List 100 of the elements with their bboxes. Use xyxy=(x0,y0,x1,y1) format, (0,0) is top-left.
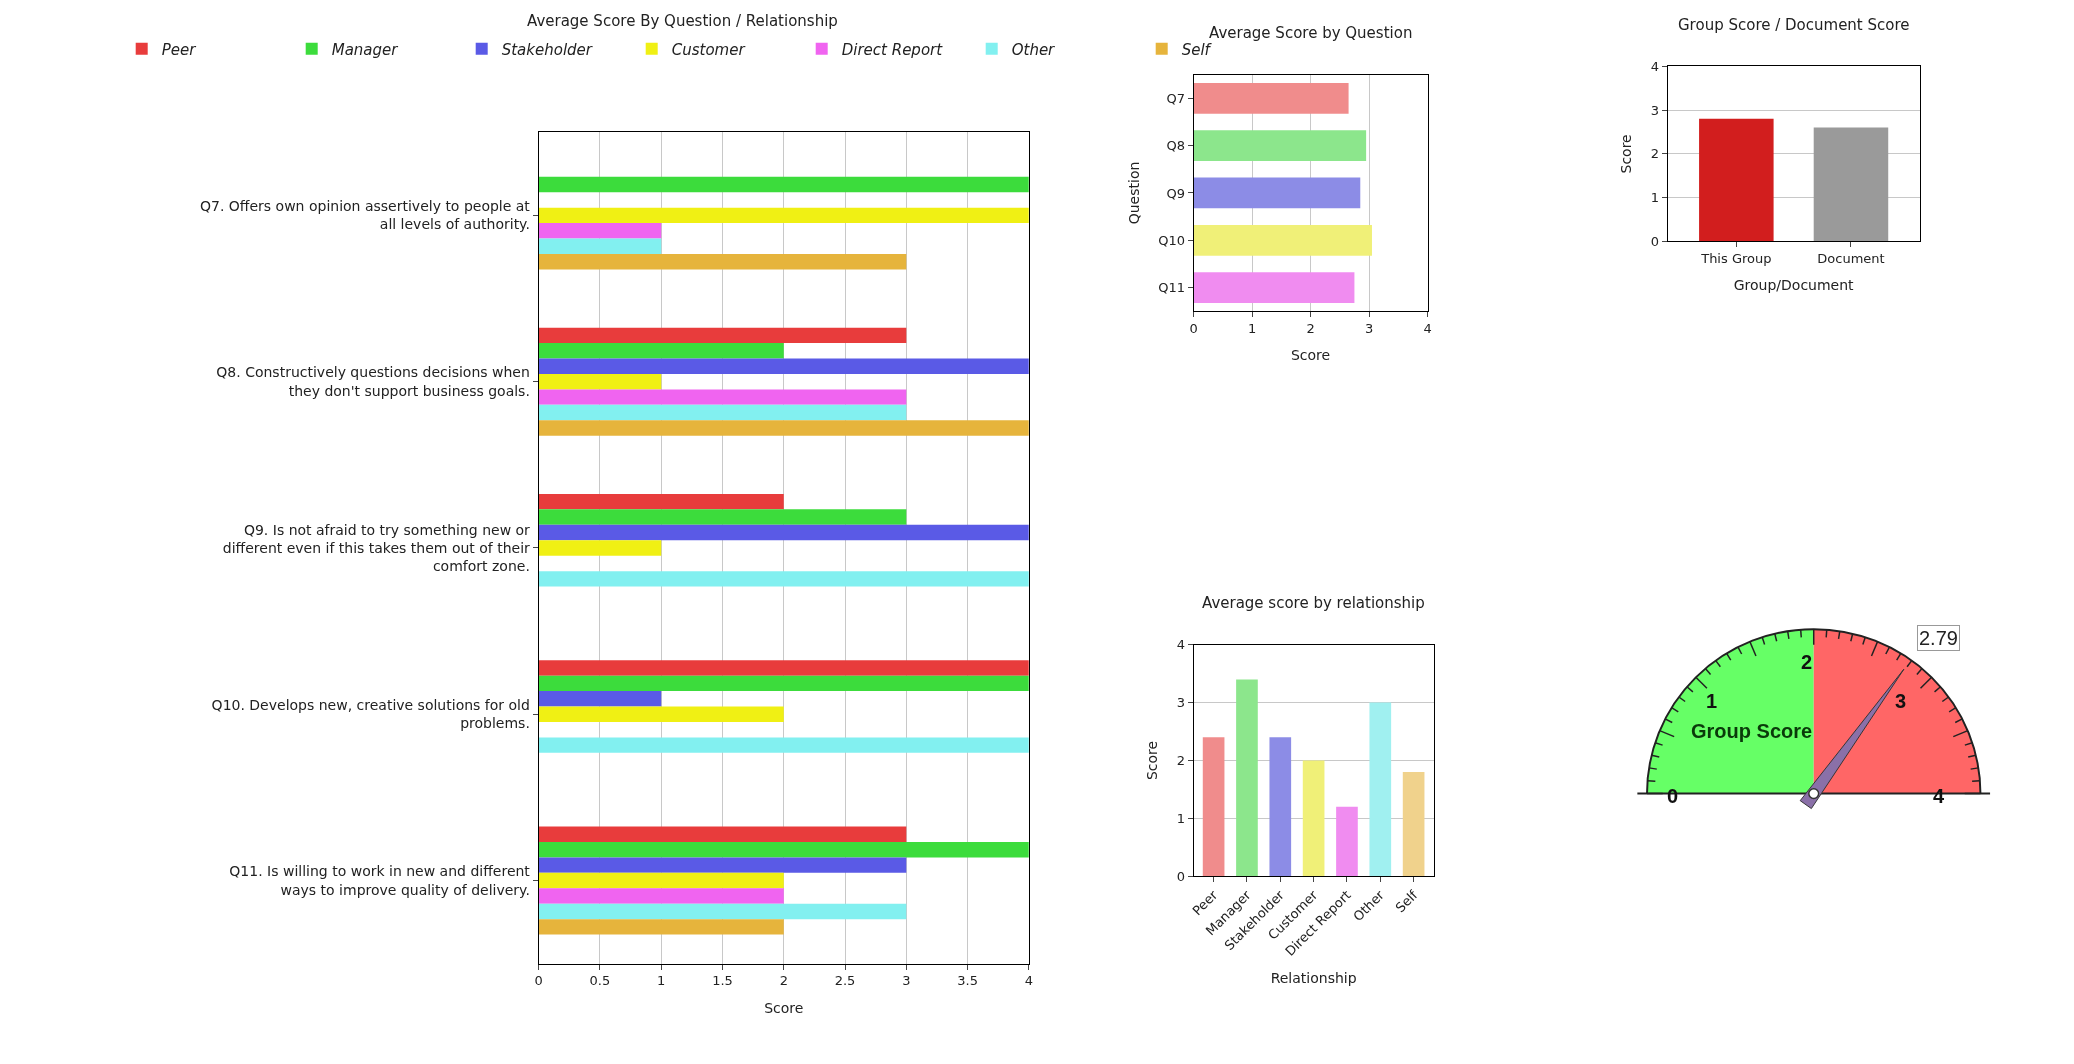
bar xyxy=(538,691,662,707)
data-label: 2.79 xyxy=(1919,627,1958,649)
bar xyxy=(1193,177,1361,209)
bar xyxy=(1269,737,1292,877)
y-tick-label: 0 xyxy=(1650,233,1659,249)
x-axis-title: Group/Document xyxy=(1733,277,1855,294)
bar xyxy=(1302,760,1325,877)
y-tick-label: 4 xyxy=(1650,58,1659,74)
y-tick-label: Q9 xyxy=(1166,185,1186,201)
x-axis-title: Score xyxy=(1290,347,1331,364)
y-axis-title: Score xyxy=(1618,134,1635,174)
y-tick-label: 0 xyxy=(1176,868,1186,884)
x-tick-label: 3.5 xyxy=(957,973,978,989)
bar xyxy=(538,524,1029,541)
bar xyxy=(538,389,907,405)
bar xyxy=(1336,806,1358,877)
bar xyxy=(538,207,1029,224)
y-tick-label: Q7. Offers own opinion assertively to people at all levels of authority. xyxy=(200,198,531,233)
x-axis-title: Score xyxy=(764,999,804,1016)
y-tick-label: Q10 xyxy=(1158,232,1186,248)
bar xyxy=(538,706,784,722)
bar xyxy=(538,737,1029,753)
bar xyxy=(1193,224,1372,256)
chart-title: Average Score By Question / Relationship xyxy=(527,12,838,30)
x-tick-label: 0 xyxy=(534,973,543,989)
bar xyxy=(538,358,1029,374)
bar xyxy=(538,373,662,390)
bar xyxy=(538,327,907,344)
bar xyxy=(538,343,784,359)
chart-title: Average Score by Question xyxy=(1209,24,1413,42)
text: 2 xyxy=(1801,651,1813,673)
x-tick-label: This Group xyxy=(1700,250,1772,266)
x-tick-label: 1.5 xyxy=(712,973,733,989)
bar xyxy=(538,888,784,904)
x-tick-label: Document xyxy=(1817,250,1885,266)
bar xyxy=(1193,130,1367,161)
bar xyxy=(538,404,907,421)
bar xyxy=(1236,679,1258,877)
y-axis-title: Score xyxy=(1144,740,1161,781)
y-tick-label: 1 xyxy=(1650,190,1659,206)
y-tick-label: 3 xyxy=(1650,102,1659,118)
bar xyxy=(538,857,907,873)
y-tick-label: Q11. Is willing to work in new and different ways to improve quality of delivery. xyxy=(229,863,531,898)
y-tick-label: 3 xyxy=(1176,695,1186,711)
y-tick-label: Q7 xyxy=(1166,90,1186,106)
y-tick-label: 4 xyxy=(1176,637,1186,653)
y-tick-label: Q9. Is not afraid to try something new or different even if this takes them out of their comfort zone. xyxy=(222,521,531,575)
legend-label: Peer xyxy=(161,40,197,59)
x-tick-label: 2 xyxy=(779,973,788,989)
bar xyxy=(1193,272,1355,304)
x-tick-label: 2.5 xyxy=(834,973,856,989)
x-tick-label: 4 xyxy=(1423,320,1432,336)
y-tick-label: Q11 xyxy=(1158,280,1186,296)
bar xyxy=(538,675,1029,692)
x-tick-label: 3 xyxy=(1364,320,1374,336)
bar xyxy=(538,238,662,254)
x-tick-label: 0.5 xyxy=(589,973,611,989)
bar xyxy=(538,254,907,270)
bar xyxy=(538,176,1029,193)
y-tick-label: Q8 xyxy=(1166,138,1186,154)
y-axis-title: Question xyxy=(1125,161,1142,225)
bar xyxy=(538,826,907,842)
bar xyxy=(538,841,1029,858)
bar xyxy=(538,420,1029,436)
x-tick-label: 1 xyxy=(657,973,666,989)
y-tick-label: 2 xyxy=(1176,753,1186,768)
bar xyxy=(1193,82,1349,114)
bar xyxy=(538,223,662,239)
bar xyxy=(538,903,907,920)
bar xyxy=(538,872,784,889)
legend-label: Manager xyxy=(331,40,399,59)
chart-title: Group Score / Document Score xyxy=(1678,16,1910,34)
y-tick-label: Q10. Develops new, creative solutions for old problems. xyxy=(211,697,530,732)
legend-label: Stakeholder xyxy=(501,40,593,59)
y-tick-label: 1 xyxy=(1176,810,1186,826)
bar xyxy=(1369,702,1392,877)
legend-label: Customer xyxy=(671,40,746,59)
x-tick-label: 0 xyxy=(1189,320,1198,336)
text: 3 xyxy=(1895,690,1907,712)
bar xyxy=(538,509,907,525)
bar xyxy=(1202,737,1225,877)
y-tick-label: Q8. Constructively questions decisions when they don't support business goals. xyxy=(216,364,530,399)
legend-label: Direct Report xyxy=(841,40,944,59)
bar xyxy=(538,540,662,556)
x-tick-label: 2 xyxy=(1306,320,1315,336)
legend-label: Self xyxy=(1181,40,1213,59)
legend-label: Other xyxy=(1011,40,1056,59)
x-tick-label: 3 xyxy=(902,973,911,989)
chart-title: Average score by relationship xyxy=(1202,594,1425,612)
y-tick-label: 2 xyxy=(1650,146,1659,162)
x-tick-label: 1 xyxy=(1247,320,1257,336)
x-axis-title: Relationship xyxy=(1270,970,1357,987)
bar xyxy=(538,660,1029,676)
bar xyxy=(1402,772,1425,877)
text: 1 xyxy=(1706,690,1718,712)
bar xyxy=(538,493,784,510)
bar xyxy=(538,919,784,935)
x-tick-label: 4 xyxy=(1024,973,1033,989)
text: Group Score xyxy=(1691,720,1813,742)
bar xyxy=(538,571,1029,587)
